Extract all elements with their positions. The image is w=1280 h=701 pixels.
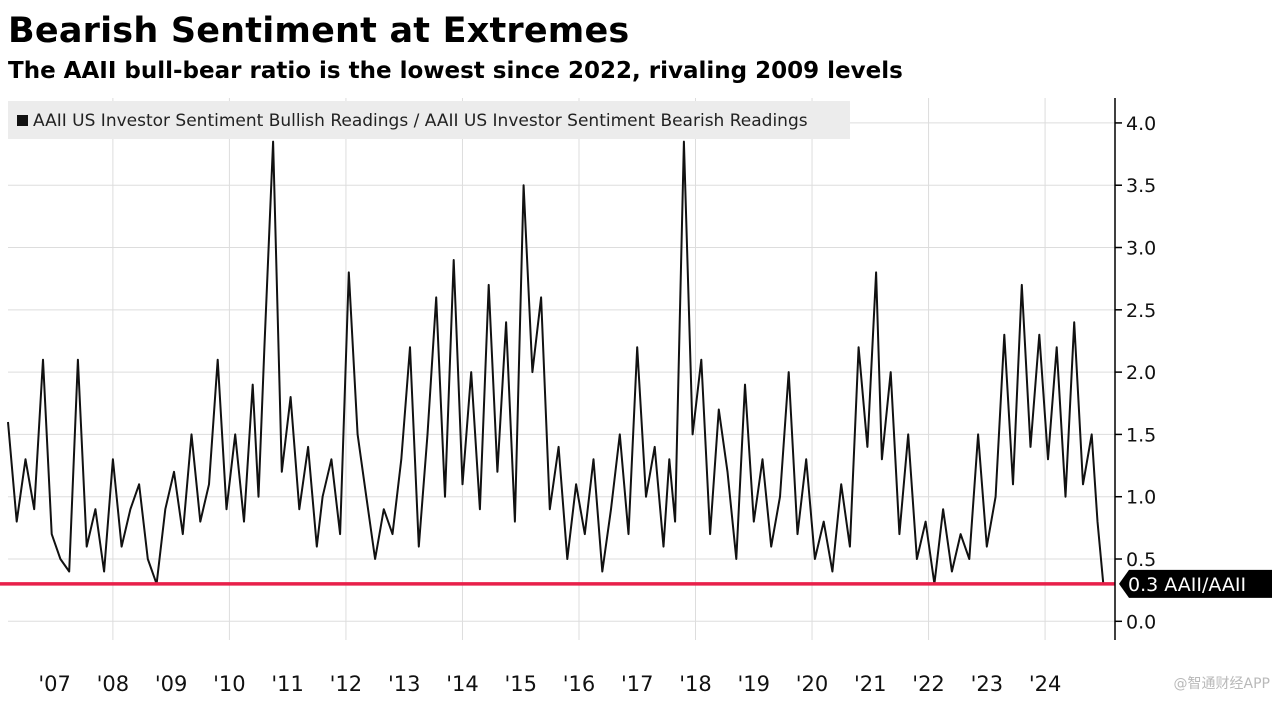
series-layer bbox=[7, 140, 1110, 585]
chart-subtitle: The AAII bull-bear ratio is the lowest s… bbox=[8, 58, 903, 84]
x-tick-label: '10 bbox=[213, 672, 246, 696]
x-tick-label: '14 bbox=[446, 672, 479, 696]
x-tick-label: '11 bbox=[271, 672, 304, 696]
x-tick-label: '08 bbox=[97, 672, 130, 696]
x-tick-label: '19 bbox=[738, 672, 771, 696]
x-tick-label: '16 bbox=[563, 672, 596, 696]
y-axis: 0.0 0.5 1.0 1.5 2.0 2.5 3.0 3.5 4.0 bbox=[1114, 98, 1156, 640]
x-tick-label: '15 bbox=[504, 672, 537, 696]
y-tick-label: 1.0 bbox=[1126, 487, 1156, 509]
series-line bbox=[7, 140, 1110, 585]
gridlines bbox=[8, 98, 1115, 640]
y-tick-label: 3.5 bbox=[1126, 175, 1156, 197]
callout-layer: 0.3 AAII/AAII bbox=[1119, 569, 1272, 598]
x-tick-label: '18 bbox=[679, 672, 712, 696]
x-axis: '07 '08 '09 '10 '11 '12 '13 '14 '15 '16 '17 '18 '19 '… bbox=[38, 672, 1061, 696]
chart-title: Bearish Sentiment at Extremes bbox=[8, 11, 630, 51]
callout-label: 0.3 AAII/AAII bbox=[1128, 574, 1246, 596]
y-tick-label: 2.0 bbox=[1126, 362, 1156, 384]
callout-box bbox=[1119, 569, 1272, 598]
y-tick-label: 0.0 bbox=[1126, 611, 1156, 633]
x-tick-label: '20 bbox=[796, 672, 829, 696]
x-tick-label: '09 bbox=[155, 672, 188, 696]
y-tick-label: 0.5 bbox=[1126, 549, 1156, 571]
x-tick-label: '23 bbox=[971, 672, 1004, 696]
x-tick-label: '21 bbox=[854, 672, 887, 696]
x-tick-label: '13 bbox=[388, 672, 421, 696]
watermark: @智通财经APP bbox=[1174, 676, 1270, 692]
legend-entry: AAII US Investor Sentiment Bullish Readi… bbox=[33, 111, 808, 131]
y-tick-label: 1.5 bbox=[1126, 424, 1156, 446]
x-tick-label: '24 bbox=[1029, 672, 1062, 696]
y-tick-label: 3.0 bbox=[1126, 238, 1156, 260]
x-tick-label: '07 bbox=[38, 672, 71, 696]
x-tick-label: '12 bbox=[330, 672, 363, 696]
x-tick-label: '17 bbox=[621, 672, 654, 696]
y-tick-label: 4.0 bbox=[1126, 113, 1156, 135]
x-tick-label: '22 bbox=[912, 672, 945, 696]
legend-swatch bbox=[17, 115, 28, 126]
legend-box bbox=[8, 101, 850, 139]
y-tick-label: 2.5 bbox=[1126, 300, 1156, 322]
